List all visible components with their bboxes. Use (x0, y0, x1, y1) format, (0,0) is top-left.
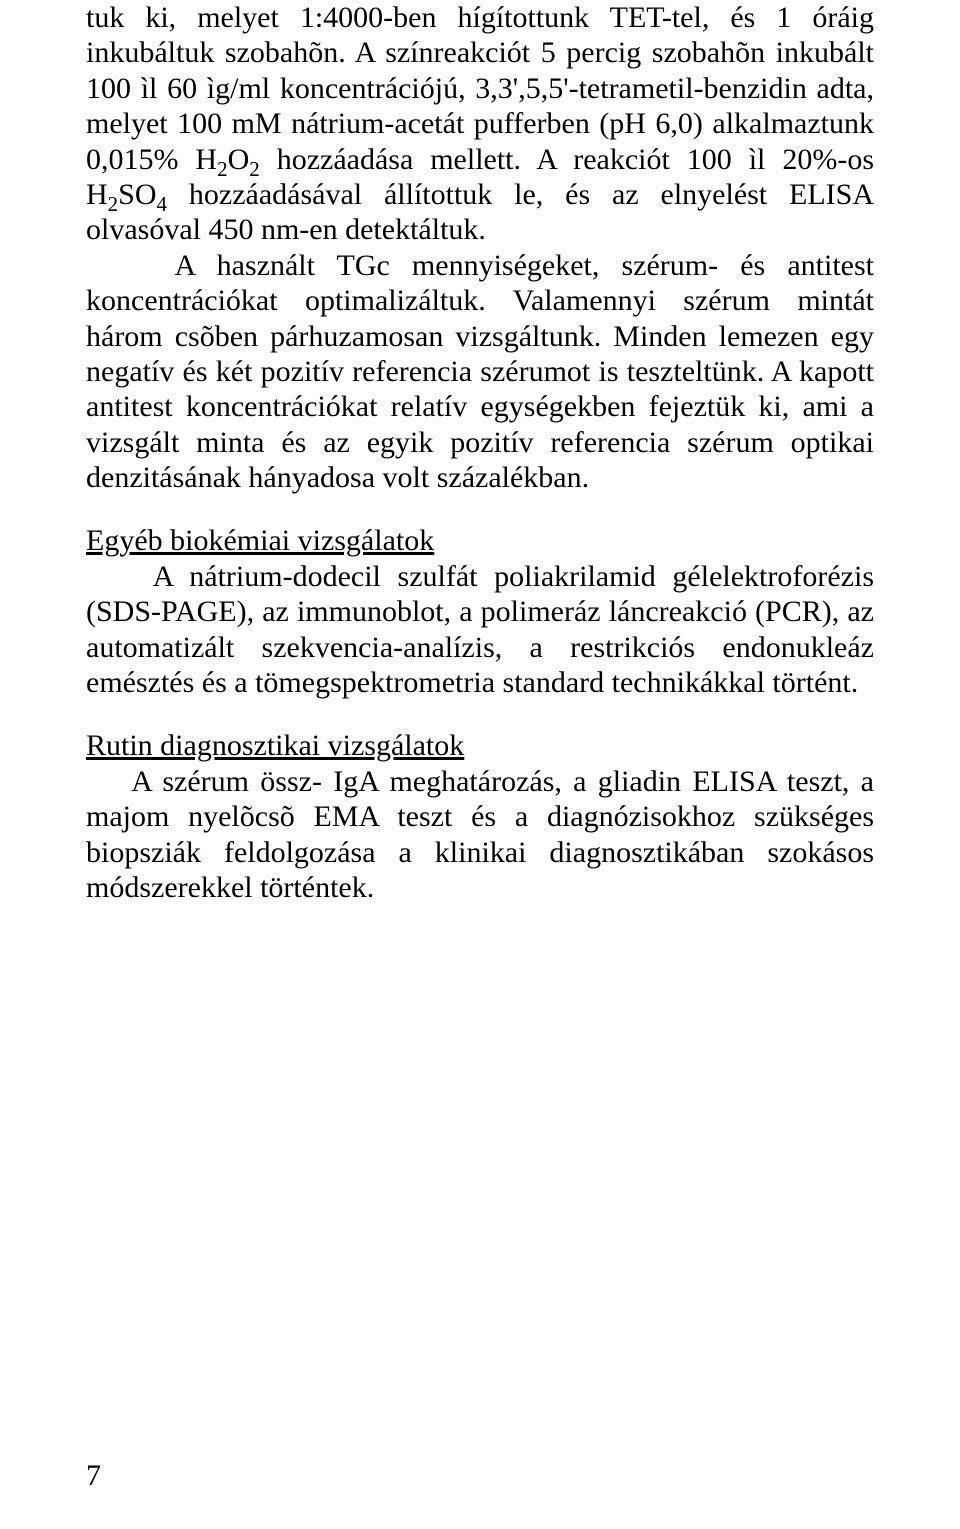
paragraph-1: tuk ki, melyet 1:4000-ben hígítottunk TE… (86, 0, 874, 495)
page-number: 7 (86, 1459, 101, 1493)
p1-sub1: 2 (217, 157, 228, 181)
p1-text-post: hozzáadásával állítottuk le, és az elnye… (86, 178, 874, 246)
paragraph-2: A nátrium-dodecil szulfát poliakrilamid … (86, 560, 874, 699)
section-3: Rutin diagnosztikai vizsgálatok A szérum… (86, 728, 874, 905)
document-page: tuk ki, melyet 1:4000-ben hígítottunk TE… (0, 0, 960, 1529)
p1-tail: A használt TGc mennyiségeket, szérum- és… (86, 249, 874, 494)
p1-mid1: O (228, 143, 250, 176)
section-2: Egyéb biokémiai vizsgálatok A nátrium-do… (86, 523, 874, 700)
section-3-title: Rutin diagnosztikai vizsgálatok (86, 729, 464, 762)
p1-sub2: 2 (249, 157, 260, 181)
p1-mid3: SO (118, 178, 156, 211)
paragraph-3: A szérum össz- IgA meghatározás, a gliad… (86, 765, 874, 904)
section-2-title: Egyéb biokémiai vizsgálatok (86, 524, 434, 557)
